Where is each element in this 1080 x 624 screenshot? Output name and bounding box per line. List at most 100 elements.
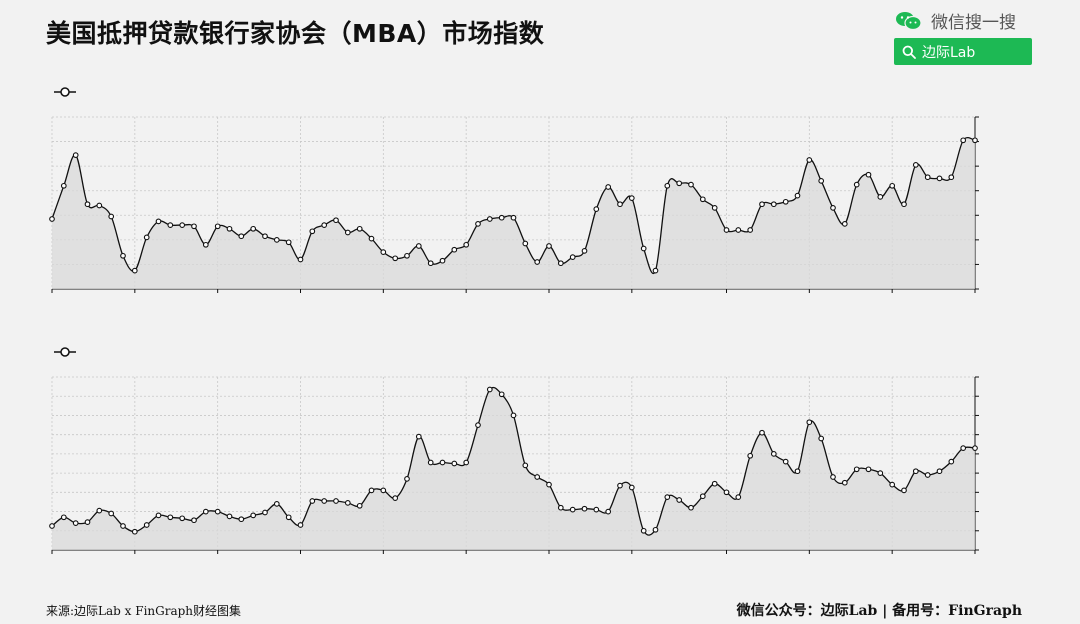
data-point — [676, 497, 683, 503]
data-point — [131, 267, 138, 274]
data-point — [510, 412, 517, 419]
data-point — [546, 481, 552, 488]
data-point — [238, 516, 245, 523]
data-point — [865, 466, 872, 473]
data-point — [841, 479, 848, 486]
data-point — [806, 157, 813, 163]
data-point — [735, 227, 742, 233]
data-point — [901, 201, 907, 208]
data-point — [333, 498, 339, 504]
data-point — [143, 234, 150, 241]
data-point — [49, 216, 55, 222]
data-point — [699, 493, 706, 500]
data-point — [818, 178, 825, 184]
data-point — [262, 509, 268, 516]
data-point — [841, 221, 848, 227]
data-point — [333, 217, 339, 224]
data-point — [640, 527, 647, 534]
data-point — [688, 504, 694, 511]
data-point — [593, 206, 600, 212]
data-point — [368, 235, 375, 242]
data-point — [167, 222, 174, 228]
data-point — [569, 506, 576, 513]
data-point — [605, 184, 612, 190]
data-point — [711, 480, 718, 487]
data-point — [155, 218, 162, 225]
data-point — [581, 505, 588, 512]
data-point — [368, 487, 375, 494]
data-point — [628, 484, 635, 491]
data-point — [297, 256, 304, 263]
data-point — [759, 429, 765, 436]
data-point — [451, 460, 458, 467]
data-point — [475, 422, 481, 428]
data-point — [439, 257, 446, 264]
data-point — [889, 481, 896, 488]
data-point — [72, 152, 79, 158]
data-point — [60, 182, 67, 189]
data-point — [226, 225, 233, 232]
data-point — [948, 174, 955, 181]
data-point — [120, 523, 126, 529]
data-point — [581, 248, 588, 254]
data-point — [877, 470, 884, 476]
data-point — [380, 249, 387, 255]
data-point — [948, 458, 955, 465]
data-point — [415, 433, 422, 440]
data-point — [191, 517, 197, 524]
data-point — [534, 259, 541, 265]
data-point — [877, 194, 884, 200]
data-point — [226, 513, 233, 520]
data-point — [699, 196, 706, 203]
data-point — [972, 445, 978, 451]
data-point — [912, 162, 919, 168]
data-point — [84, 201, 91, 208]
data-point — [759, 201, 765, 208]
data-point — [427, 260, 434, 267]
data-point — [285, 514, 292, 521]
legend-marker — [60, 87, 70, 97]
data-point — [912, 468, 919, 475]
data-point — [960, 445, 967, 451]
search-button-label: 边际Lab — [922, 44, 976, 61]
data-point — [108, 510, 115, 517]
data-point — [664, 494, 671, 500]
data-point — [770, 451, 777, 457]
data-point — [191, 223, 197, 230]
data-point — [238, 233, 245, 240]
data-point — [344, 229, 351, 236]
data-point — [830, 205, 836, 211]
data-point — [972, 137, 978, 144]
search-button[interactable]: 边际Lab — [894, 38, 1032, 65]
data-point — [652, 267, 659, 274]
data-point — [202, 241, 209, 248]
data-point — [155, 512, 162, 519]
data-point — [735, 494, 742, 500]
data-point — [747, 452, 754, 459]
data-point — [569, 254, 576, 260]
data-point — [723, 227, 730, 233]
data-point — [617, 482, 623, 489]
data-point — [747, 227, 754, 233]
data-point — [321, 498, 328, 504]
data-point — [770, 201, 777, 208]
data-point — [557, 260, 564, 267]
data-point — [344, 500, 351, 506]
data-point — [143, 522, 150, 528]
data-point — [392, 495, 399, 501]
wechat-search-label[interactable]: 微信搜一搜 — [895, 8, 1016, 33]
data-point — [818, 435, 825, 442]
data-point — [924, 174, 931, 181]
data-point — [498, 391, 505, 398]
charts — [49, 87, 979, 554]
data-point — [273, 501, 280, 507]
data-point — [404, 252, 410, 259]
data-point — [901, 487, 907, 494]
data-point — [179, 222, 186, 228]
data-point — [49, 523, 55, 529]
data-point — [427, 459, 434, 466]
data-point — [321, 222, 328, 228]
data-point — [404, 476, 410, 482]
data-point — [628, 195, 635, 201]
data-point — [806, 419, 813, 426]
